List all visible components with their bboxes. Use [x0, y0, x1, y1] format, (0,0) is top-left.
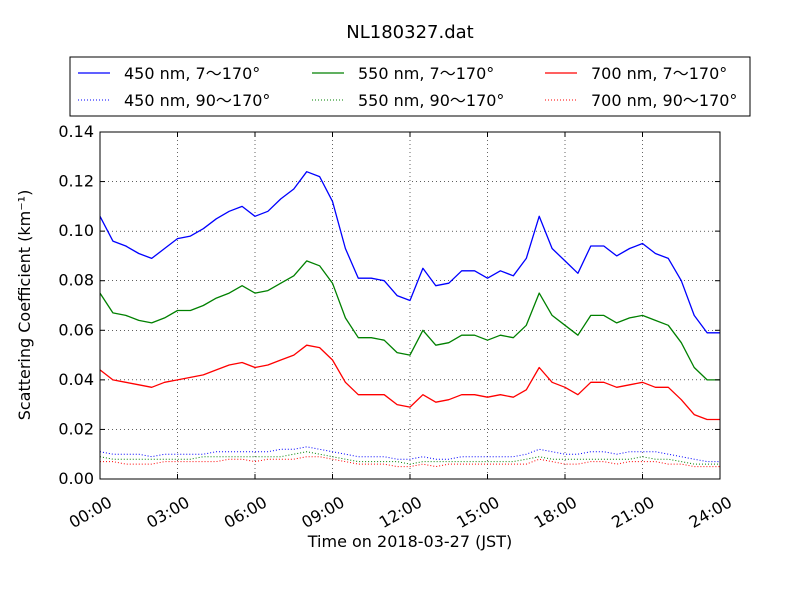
y-tick-label: 0.02: [58, 419, 94, 438]
x-tick-label: 15:00: [453, 492, 502, 532]
x-tick-label: 12:00: [376, 492, 425, 532]
y-tick-label: 0.10: [58, 221, 94, 240]
x-tick-label: 03:00: [143, 492, 192, 532]
series-line-4: [99, 344, 720, 421]
legend-box: [69, 56, 751, 117]
x-tick-label: 06:00: [221, 492, 270, 532]
y-axis-label: Scattering Coefficient (km⁻¹): [15, 190, 34, 421]
y-tick-label: 0.12: [58, 172, 94, 191]
legend-label-4: 700 nm, 7～170°: [591, 64, 727, 83]
legend-label-2: 550 nm, 7～170°: [358, 64, 494, 83]
legend-label-3: 550 nm, 90～170°: [358, 91, 504, 110]
x-tick-label: 09:00: [298, 492, 347, 532]
plot-series: [99, 171, 720, 468]
x-tick-label: 00:00: [66, 492, 115, 532]
series-line-3: [99, 451, 720, 465]
series-line-0: [99, 171, 720, 334]
y-tick-label: 0.06: [58, 320, 94, 339]
x-axis-label: Time on 2018-03-27 (JST): [307, 532, 512, 551]
series-line-1: [99, 446, 720, 463]
x-tick-label: 18:00: [531, 492, 580, 532]
grid: [100, 132, 720, 479]
axis-ticks: 00:00 03:00 06:00 09:00 12:00 15:00 18:00 21:00…: [58, 122, 735, 532]
y-tick-label: 0.08: [58, 271, 94, 290]
y-tick-label: 0.04: [58, 370, 94, 389]
y-tick-label: 0.00: [58, 469, 94, 488]
chart-title: NL180327.dat: [346, 22, 473, 43]
x-tick-label: 21:00: [608, 492, 657, 532]
series-line-2: [99, 260, 720, 381]
x-tick-label: 24:00: [686, 492, 735, 532]
series-line-5: [100, 456, 720, 468]
legend-label-5: 700 nm, 90～170°: [591, 91, 737, 110]
y-tick-label: 0.14: [58, 122, 94, 141]
chart-legend: 450 nm, 7～170° 450 nm, 90～170° 550 nm, 7～1…: [69, 56, 751, 117]
legend-label-0: 450 nm, 7～170°: [124, 64, 260, 83]
legend-label-1: 450 nm, 90～170°: [124, 91, 270, 110]
